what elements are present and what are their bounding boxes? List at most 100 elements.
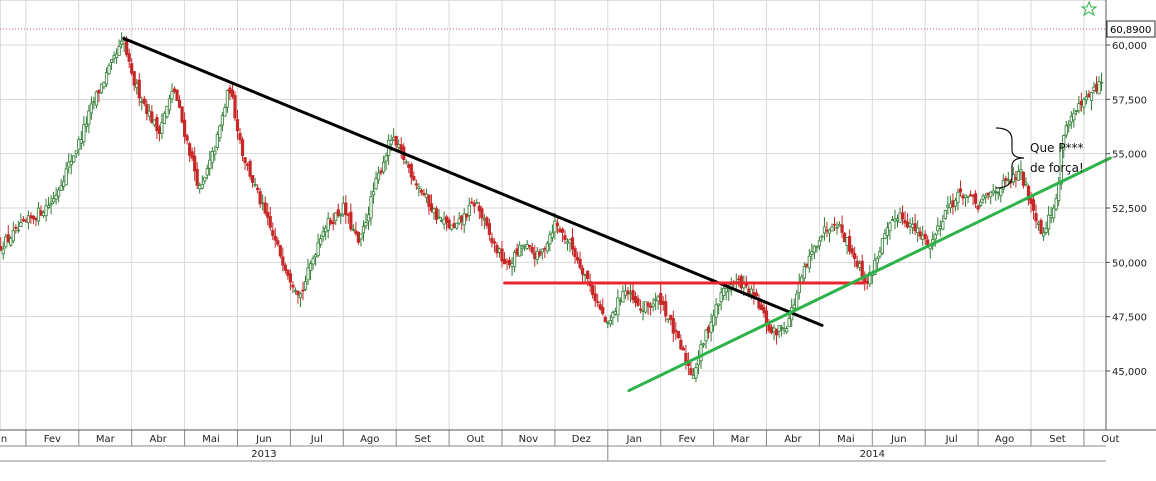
candle-down xyxy=(754,292,759,297)
candle-up xyxy=(52,198,56,203)
candle-down xyxy=(452,223,456,229)
year-label: 2013 xyxy=(251,449,276,460)
candle-down xyxy=(288,273,293,283)
candle-up xyxy=(785,328,789,333)
candle-down xyxy=(913,223,917,232)
candle-up xyxy=(44,205,48,217)
candle-down xyxy=(515,248,519,256)
candle-up xyxy=(1084,96,1089,101)
candle-down xyxy=(573,248,577,258)
x-tick-label: Mar xyxy=(96,434,116,445)
candle-down xyxy=(127,53,131,62)
candle-up xyxy=(82,124,86,143)
candle-up xyxy=(109,58,114,63)
candle-down xyxy=(175,89,179,101)
candle-up xyxy=(450,224,454,230)
candle-up xyxy=(455,222,459,229)
candle-up xyxy=(933,234,937,240)
candle-up xyxy=(802,266,806,279)
candle-up xyxy=(936,225,940,232)
candle-up xyxy=(875,257,879,264)
candle-up xyxy=(908,223,912,227)
candle-up xyxy=(64,168,68,186)
candle-up xyxy=(837,224,842,227)
candle-down xyxy=(636,298,640,306)
candle-up xyxy=(205,168,209,176)
candle-up xyxy=(782,328,786,331)
candle-up xyxy=(1074,110,1078,112)
candle-down xyxy=(958,188,963,193)
candle-up xyxy=(49,203,53,206)
candle-up xyxy=(140,101,144,103)
candle-up xyxy=(359,233,363,240)
candle-down xyxy=(502,258,507,265)
candle-down xyxy=(329,219,333,225)
candle-down xyxy=(354,230,358,234)
candle-up xyxy=(11,230,15,242)
y-tick-label: 60,000 xyxy=(1112,41,1147,52)
candle-down xyxy=(145,104,149,115)
candle-down xyxy=(14,226,18,229)
candle-down xyxy=(860,260,864,277)
candle-up xyxy=(780,326,784,329)
candle-up xyxy=(523,244,527,247)
candle-up xyxy=(727,288,731,292)
candle-down xyxy=(419,189,423,193)
candle-up xyxy=(120,40,124,45)
candle-up xyxy=(1057,182,1061,201)
candle-up xyxy=(210,151,214,164)
candle-down xyxy=(961,195,965,199)
candle-down xyxy=(283,264,287,271)
candle-down xyxy=(180,106,184,123)
candle-down xyxy=(558,228,562,233)
candle-down xyxy=(31,215,36,220)
candle-up xyxy=(898,212,902,223)
candle-up xyxy=(107,65,111,75)
candle-up xyxy=(371,191,376,196)
candle-up xyxy=(654,299,658,302)
candle-up xyxy=(467,204,471,216)
candle-up xyxy=(714,304,718,318)
candle-up xyxy=(1067,123,1071,127)
candle-down xyxy=(593,293,597,302)
candle-down xyxy=(638,308,643,311)
candle-down xyxy=(188,143,192,156)
candle-up xyxy=(19,222,23,227)
candle-up xyxy=(628,292,633,295)
candle-down xyxy=(427,194,431,207)
candle-down xyxy=(230,89,235,97)
candle-down xyxy=(336,209,340,216)
candle-down xyxy=(586,270,590,280)
candle-up xyxy=(1089,92,1094,102)
candle-down xyxy=(258,191,262,205)
x-tick-label: Abr xyxy=(784,434,802,445)
candle-up xyxy=(308,263,313,271)
candle-down xyxy=(492,241,497,244)
candle-up xyxy=(397,144,401,148)
y-tick-label: 52,500 xyxy=(1112,204,1147,215)
candle-down xyxy=(296,290,300,296)
x-tick-label: Jan xyxy=(626,434,642,445)
candle-down xyxy=(671,318,675,334)
candle-up xyxy=(651,303,655,307)
candle-up xyxy=(298,293,303,299)
candle-down xyxy=(528,245,532,247)
candle-up xyxy=(807,255,811,269)
candle-up xyxy=(613,311,617,315)
candle-down xyxy=(266,211,270,218)
candle-down xyxy=(825,229,829,232)
candle-up xyxy=(215,133,219,148)
candle-down xyxy=(918,231,922,237)
candle-up xyxy=(218,125,222,139)
candle-down xyxy=(394,135,398,146)
candle-down xyxy=(263,202,267,214)
candle-down xyxy=(850,248,854,254)
y-tick-label: 57,500 xyxy=(1112,95,1147,106)
candle-up xyxy=(366,214,371,222)
candle-down xyxy=(900,212,905,220)
candle-up xyxy=(1064,125,1068,136)
x-tick-label: Ago xyxy=(995,434,1014,445)
candle-down xyxy=(986,192,990,196)
candle-up xyxy=(253,184,257,186)
candle-down xyxy=(659,292,663,305)
